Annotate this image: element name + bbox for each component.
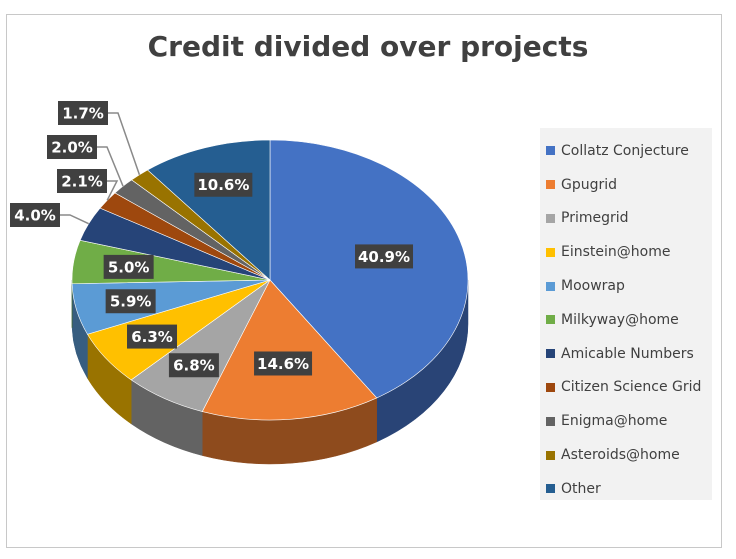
legend-swatch — [546, 213, 555, 223]
legend-label: Asteroids@home — [561, 447, 680, 464]
data-label-moowrap: 5.9% — [110, 293, 152, 311]
data-label-box-citizen-science-grid — [57, 169, 107, 193]
chart-title: Credit divided over projects — [147, 30, 589, 63]
legend-label: Einstein@home — [561, 244, 671, 261]
data-label-milkyway-home: 5.0% — [108, 258, 150, 276]
leader-line-amicable-numbers — [60, 214, 90, 225]
data-label-enigma-home: 2.0% — [51, 139, 93, 157]
data-label-box-other — [194, 172, 253, 197]
legend-swatch — [546, 450, 555, 460]
legend-label: Other — [561, 480, 601, 497]
legend-swatch — [546, 382, 555, 392]
data-label-box-moowrap — [105, 289, 156, 314]
legend-label: Citizen Science Grid — [561, 379, 702, 396]
data-label-box-milkyway-home — [103, 254, 154, 279]
legend-label: Moowrap — [561, 278, 625, 295]
pie-sides — [71, 279, 469, 465]
legend-label: Milkyway@home — [561, 311, 679, 328]
data-label-box-asteroids-home — [58, 101, 108, 125]
legend-label: Collatz Conjecture — [561, 142, 689, 159]
data-label-box-collatz-conjecture — [355, 244, 414, 269]
legend-swatch — [546, 315, 555, 325]
chart-legend: Collatz Conjecture Gpugrid Primegrid Einste… — [540, 128, 712, 500]
legend-item-other: Other — [540, 472, 712, 506]
legend-item-milkyway-home: Milkyway@home — [540, 303, 712, 337]
data-label-amicable-numbers: 4.0% — [14, 207, 56, 225]
legend-swatch — [546, 180, 555, 190]
data-label-einstein-home: 6.3% — [131, 328, 173, 346]
data-label-box-amicable-numbers — [10, 203, 60, 227]
leader-line-citizen-science-grid — [106, 180, 119, 201]
data-label-collatz-conjecture: 40.9% — [358, 248, 410, 266]
legend-item-asteroids-home: Asteroids@home — [540, 438, 712, 472]
pie-slice-collatz-conjecture — [269, 139, 469, 399]
leader-line-asteroids-home — [108, 112, 141, 176]
legend-item-enigma-home: Enigma@home — [540, 404, 712, 438]
data-label-asteroids-home: 1.7% — [62, 105, 104, 123]
data-label-box-einstein-home — [127, 324, 178, 349]
legend-item-amicable-numbers: Amicable Numbers — [540, 337, 712, 371]
legend-swatch — [546, 146, 555, 156]
pie-labels: 40.9% 14.6% 6.8%6.3% 5.9% 5.0% 4.0% 2.1% 2.0% 1.… — [10, 101, 414, 378]
data-label-box-primegrid — [168, 353, 219, 378]
legend-swatch — [546, 484, 555, 494]
legend-label: Gpugrid — [561, 176, 618, 193]
legend-item-collatz-conjecture: Collatz Conjecture — [540, 134, 712, 168]
legend-label: Amicable Numbers — [561, 345, 694, 362]
legend-swatch — [546, 416, 555, 426]
legend-item-gpugrid: Gpugrid — [540, 168, 712, 202]
leader-line-enigma-home — [97, 146, 124, 187]
legend-label: Primegrid — [561, 210, 629, 227]
legend-swatch — [546, 349, 555, 359]
pie-top — [71, 139, 469, 421]
data-label-gpugrid: 14.6% — [257, 355, 309, 373]
legend-item-einstein-home: Einstein@home — [540, 235, 712, 269]
data-label-other: 10.6% — [197, 176, 249, 194]
legend-item-citizen-science-grid: Citizen Science Grid — [540, 371, 712, 405]
legend-swatch — [546, 281, 555, 291]
legend-label: Enigma@home — [561, 413, 668, 430]
legend-item-primegrid: Primegrid — [540, 202, 712, 236]
data-label-primegrid: 6.8% — [173, 357, 215, 375]
data-label-box-gpugrid — [254, 351, 313, 376]
data-label-citizen-science-grid: 2.1% — [61, 173, 103, 191]
pie-slice-gpugrid — [201, 279, 378, 421]
legend-swatch — [546, 247, 555, 257]
legend-item-moowrap: Moowrap — [540, 269, 712, 303]
data-label-box-enigma-home — [47, 135, 97, 159]
